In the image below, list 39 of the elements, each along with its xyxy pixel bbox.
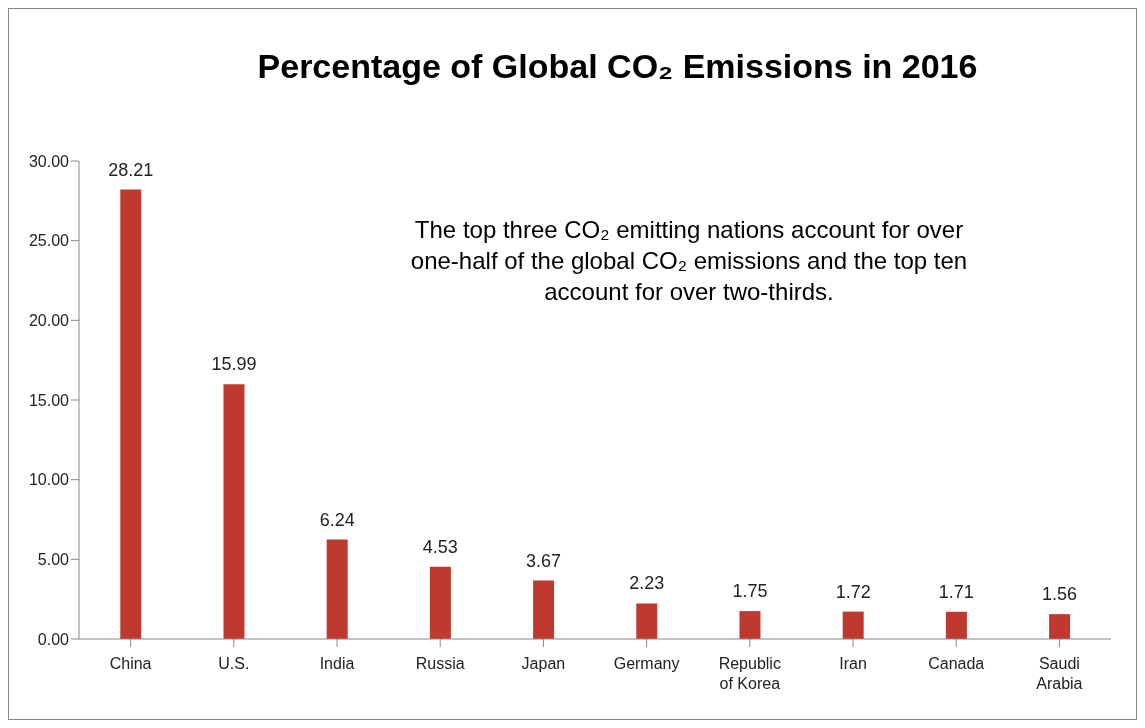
x-tick-label: Saudi Arabia [1036, 655, 1083, 692]
data-label: 1.71 [938, 581, 974, 602]
bar [533, 580, 555, 639]
data-label: 6.24 [319, 509, 355, 530]
data-label: 15.99 [211, 354, 257, 375]
data-label: 2.23 [629, 573, 665, 594]
x-tick-label: China [109, 655, 152, 672]
x-tick-label: Iran [839, 655, 867, 672]
x-tick-label: Republic of Korea [718, 655, 781, 692]
y-tick-label: 20.00 [28, 312, 70, 330]
x-tick-label: Russia [415, 655, 465, 672]
data-label: 1.75 [732, 581, 768, 602]
bar [945, 611, 967, 639]
bar [739, 611, 761, 639]
chart-title: Percentage of Global CO₂ Emissions in 2016 [256, 47, 979, 86]
y-tick-label: 10.00 [28, 471, 70, 489]
x-tick-label: Canada [928, 655, 985, 672]
bar [1049, 614, 1071, 639]
y-tick-label: 0.00 [37, 630, 70, 648]
x-tick-label: India [319, 655, 355, 672]
bar [636, 603, 658, 639]
bar [326, 539, 348, 639]
y-tick-label: 15.00 [28, 391, 70, 409]
bar [120, 189, 142, 639]
data-label: 4.53 [422, 536, 458, 557]
y-tick-label: 5.00 [37, 551, 70, 569]
bar [429, 566, 451, 639]
bar [842, 611, 864, 639]
y-tick-label: 30.00 [28, 152, 70, 170]
x-tick-label: U.S. [218, 655, 250, 672]
x-tick-label: Japan [521, 655, 566, 672]
x-tick-label: Germany [613, 655, 680, 672]
bar [223, 384, 245, 639]
data-label: 3.67 [526, 550, 562, 571]
data-label: 1.56 [1042, 584, 1078, 605]
annotation: The top three CO₂ emitting nations account for over one-half of the global CO₂ emissions and the top ten account for over two-thirds. [409, 215, 969, 307]
y-tick-label: 25.00 [28, 232, 70, 250]
data-label: 28.21 [108, 159, 154, 180]
data-label: 1.72 [835, 581, 871, 602]
